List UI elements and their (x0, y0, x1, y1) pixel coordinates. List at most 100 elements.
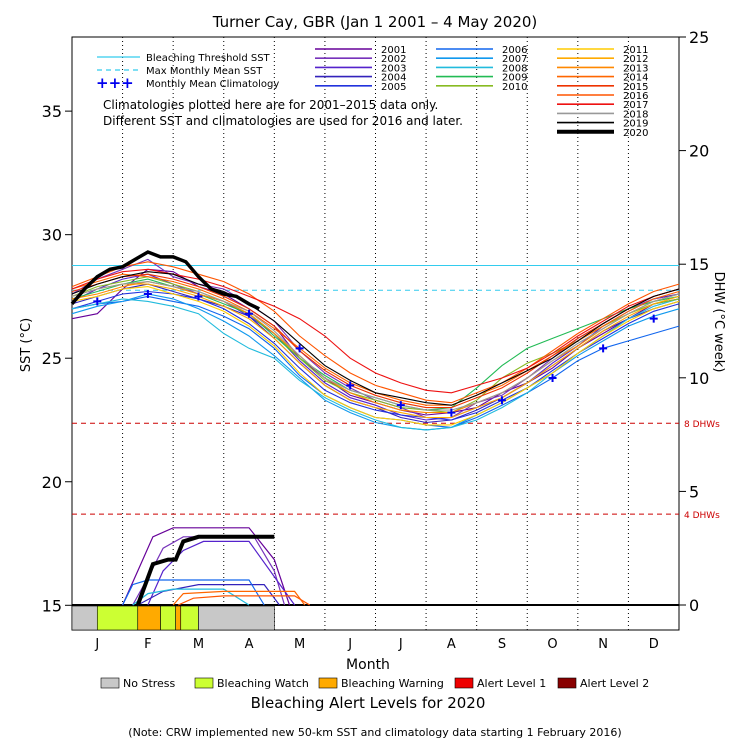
alert-bar-segment (160, 605, 176, 631)
y-right-tick-label: 15 (689, 255, 709, 274)
year-legend-label-2013: 2013 (623, 63, 648, 74)
climatology-point (194, 292, 203, 301)
dhw-reference-label: 4 DHWs (684, 511, 720, 521)
sst-series-2012 (71, 283, 680, 419)
alert-legend-swatch (100, 677, 120, 689)
year-legend-label-2014: 2014 (623, 73, 648, 84)
sst-series-2015 (71, 273, 680, 409)
year-legend-label-2016: 2016 (623, 91, 648, 102)
climatology-point (245, 309, 254, 318)
dhw-series-2001 (122, 527, 291, 606)
sst-series-2017 (71, 268, 680, 394)
alert-bar-segment (180, 605, 199, 631)
climatology-point (295, 344, 304, 353)
y-left-tick-label: 30 (42, 226, 62, 245)
y-left-tick-label: 35 (42, 102, 62, 121)
year-legend-label-2002: 2002 (381, 54, 406, 65)
year-legend-label-2001: 2001 (381, 45, 406, 56)
climatology-group (93, 289, 658, 417)
month-tick-label: J (94, 637, 99, 652)
climatology-point (447, 408, 456, 417)
month-tick-label: A (245, 637, 254, 652)
legend-threshold-label: Bleaching Threshold SST (146, 53, 271, 64)
climatology-point (497, 396, 506, 405)
axes: 15 20 25 30 35 0 5 10 15 20 25 J F M A M J J A S O N D (42, 28, 710, 652)
y-right-tick-label: 20 (689, 142, 709, 161)
month-tick-label: J (347, 637, 352, 652)
month-tick-label: O (547, 637, 557, 652)
alert-bar-segment (137, 605, 161, 631)
sst-series-2011 (71, 286, 680, 426)
sst-series-2020 (70, 250, 260, 311)
month-tick-label: A (447, 637, 456, 652)
year-legend-label-2012: 2012 (623, 54, 648, 65)
sst-series-2007 (71, 293, 680, 431)
climatology-point (548, 373, 557, 382)
y-left-tick-label: 20 (42, 473, 62, 492)
month-tick-label: F (144, 637, 151, 652)
alert-legend-label: Alert Level 2 (580, 677, 649, 690)
y-right-tick-label: 25 (689, 28, 709, 47)
alert-bar (71, 605, 275, 631)
line-legend: Bleaching Threshold SST Max Monthly Mean… (96, 53, 279, 92)
year-legend-label-2017: 2017 (623, 100, 648, 111)
y-right-tick-label: 5 (689, 482, 699, 501)
alert-legend-swatch (454, 677, 474, 689)
month-tick-label: N (598, 637, 608, 652)
alert-level-legend: No Stress Bleaching Watch Bleaching Warnin… (100, 677, 649, 690)
alert-bar-segment (198, 605, 275, 631)
year-legend-label-2015: 2015 (623, 82, 648, 93)
dhw-series-2006 (122, 579, 265, 606)
reference-lines: 8 DHWs 4 DHWs (72, 265, 720, 607)
note-line-1: Climatologies plotted here are for 2001–… (103, 98, 438, 112)
y-axis-right-label: DHW (°C week) (711, 272, 726, 373)
dhw-series-2014 (172, 590, 306, 606)
alert-legend-swatch (194, 677, 214, 689)
sst-series-2009 (71, 278, 680, 411)
y-axis-left-label: SST (°C) (19, 318, 34, 372)
sst-series-2019 (71, 271, 680, 406)
dhw-series-2002 (132, 536, 286, 606)
sst-series-group (70, 250, 680, 431)
dhw-series-2004 (137, 583, 280, 606)
alert-legend-swatch (557, 677, 577, 689)
year-legend-label-2005: 2005 (381, 82, 406, 93)
year-legend-label-2018: 2018 (623, 109, 648, 120)
climatology-point (143, 289, 152, 298)
year-legend-label-2004: 2004 (381, 73, 406, 84)
y-right-tick-label: 0 (689, 596, 699, 615)
legend-climatology-label: Monthly Mean Climatology (146, 79, 279, 90)
alert-legend-label: Bleaching Warning (341, 677, 444, 690)
legend-mmm-label: Max Monthly Mean SST (146, 66, 263, 77)
alert-bar-segment (175, 605, 182, 631)
year-legend-label-2019: 2019 (623, 119, 648, 130)
year-legend-label-2006: 2006 (502, 45, 527, 56)
alert-bar-segment (71, 605, 98, 631)
note-line-2: Different SST and climatologies are used… (103, 114, 463, 128)
climatology-point (649, 314, 658, 323)
month-tick-label: D (649, 637, 659, 652)
dhw-series-2003 (147, 540, 296, 606)
climatology-point (396, 401, 405, 410)
climatology-point (346, 381, 355, 390)
sst-series-2018 (71, 281, 680, 411)
legend-climatology-marker: +++ (96, 74, 134, 92)
alert-legend-label: No Stress (123, 677, 176, 690)
alert-legend-label: Bleaching Watch (217, 677, 309, 690)
dhw-series-2008 (132, 588, 250, 606)
y-right-tick-label: 10 (689, 369, 709, 388)
year-legend-label-2010: 2010 (502, 82, 527, 93)
climatology-point (93, 297, 102, 306)
sst-series-2016 (71, 261, 680, 404)
dhw-series-2016 (177, 595, 311, 606)
year-legend-label-2011: 2011 (623, 45, 648, 56)
year-legend-label-2007: 2007 (502, 54, 527, 65)
year-legend-label-2020: 2020 (623, 128, 648, 139)
chart-title: Turner Cay, GBR (Jan 1 2001 – 4 May 2020… (212, 13, 538, 31)
alert-bar-segment (96, 605, 139, 631)
month-tick-label: J (398, 637, 403, 652)
alert-levels-title: Bleaching Alert Levels for 2020 (251, 694, 486, 712)
year-legend-label-2009: 2009 (502, 73, 527, 84)
